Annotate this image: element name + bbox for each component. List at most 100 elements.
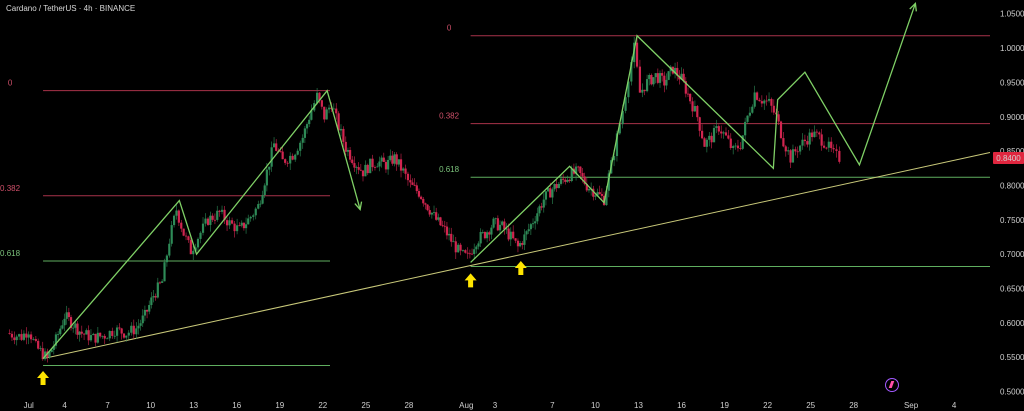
candle-body <box>509 231 512 240</box>
candle-body <box>397 159 400 165</box>
candle-body <box>583 176 586 184</box>
candle-body <box>789 150 792 163</box>
candle-body <box>658 73 662 83</box>
candle-body <box>835 149 838 151</box>
fib-level-label: 0.618 <box>439 165 460 174</box>
candle-body <box>546 188 550 192</box>
candle-body <box>335 108 338 114</box>
candle-body <box>135 328 138 335</box>
x-axis-tick-label: 28 <box>849 401 858 410</box>
tradingview-logo-icon <box>885 378 899 392</box>
candle-body <box>562 178 565 180</box>
candle-body <box>150 297 153 306</box>
candle-body <box>101 335 104 337</box>
candle-body <box>624 97 627 111</box>
candle-body <box>813 131 816 138</box>
candle-body <box>466 252 469 254</box>
candle-body <box>555 184 558 189</box>
candle-body <box>763 100 766 104</box>
candle-body <box>767 98 771 101</box>
candle-body <box>108 330 111 339</box>
candle-body <box>18 334 21 337</box>
candle-body <box>490 227 493 235</box>
candle-body <box>564 179 567 182</box>
candle-body <box>15 336 18 341</box>
candle-body <box>281 151 284 160</box>
candle-body <box>69 317 73 329</box>
candle-body <box>384 161 388 170</box>
candle-body <box>424 203 427 205</box>
candle-body <box>163 262 166 282</box>
x-axis-tick-label: Aug <box>459 401 473 410</box>
candle-body <box>346 150 350 152</box>
candle-body <box>426 204 429 211</box>
y-axis-tick-label: 0.8500 <box>1000 147 1024 156</box>
x-axis-tick-label: 19 <box>275 401 284 410</box>
candle-body <box>63 318 66 326</box>
candle-body <box>577 166 580 168</box>
candle-body <box>165 255 169 263</box>
y-axis-tick-label: 1.0500 <box>1000 10 1024 19</box>
y-axis-tick-label: 0.9500 <box>1000 78 1024 87</box>
candle-body <box>184 235 188 237</box>
candle-body <box>72 327 75 329</box>
candle-body <box>459 244 462 251</box>
candle-body <box>369 158 372 174</box>
candle-body <box>796 151 799 153</box>
candle-body <box>457 244 460 253</box>
candle-body <box>327 107 331 110</box>
candle-body <box>736 145 740 149</box>
candle-body <box>156 282 159 298</box>
candle-body <box>507 228 510 240</box>
candle-body <box>106 338 109 340</box>
candle-body <box>371 158 374 168</box>
candle-body <box>486 232 489 239</box>
current-price-badge <box>993 152 1024 164</box>
candle-body <box>803 139 807 142</box>
up-arrow-icon <box>514 261 527 276</box>
candle-body <box>92 333 95 336</box>
candle-body <box>348 150 352 160</box>
wave-pattern-line <box>470 3 917 263</box>
candle-body <box>380 157 383 162</box>
y-axis-tick-label: 0.5500 <box>1000 353 1024 362</box>
candle-body <box>206 218 210 225</box>
candle-body <box>299 142 302 151</box>
candle-body <box>553 184 556 190</box>
candle-body <box>154 296 157 298</box>
candle-body <box>729 138 732 148</box>
candle-body <box>199 232 202 239</box>
candle-body <box>247 218 250 225</box>
candle-body <box>605 190 608 206</box>
candle-body <box>80 331 83 334</box>
candle-body <box>784 146 787 152</box>
candle-body <box>59 328 62 335</box>
candle-body <box>475 246 478 250</box>
candle-body <box>395 154 398 165</box>
y-axis-tick-label: 0.9000 <box>1000 113 1024 122</box>
candle-body <box>378 161 381 167</box>
candle-body <box>710 135 713 143</box>
x-axis-tick-label: 7 <box>105 401 110 410</box>
candle-body <box>201 223 205 233</box>
candle-body <box>441 225 444 226</box>
candle-body <box>638 66 642 93</box>
candle-body <box>415 185 418 192</box>
candle-body <box>161 281 164 283</box>
candle-body <box>538 206 541 214</box>
candle-body <box>667 71 670 80</box>
candle-body <box>779 121 783 139</box>
candle-body <box>57 334 60 335</box>
x-axis-tick-label: 25 <box>806 401 815 410</box>
candle-body <box>192 250 195 255</box>
trend-line <box>42 152 991 360</box>
candle-body <box>744 121 747 136</box>
candle-body <box>315 92 319 104</box>
candle-body <box>663 75 666 86</box>
candle-body <box>148 305 151 312</box>
candle-body <box>94 333 97 343</box>
fib-level-label: 0 <box>8 79 13 88</box>
candle-body <box>542 199 545 208</box>
candle-body <box>519 243 522 247</box>
